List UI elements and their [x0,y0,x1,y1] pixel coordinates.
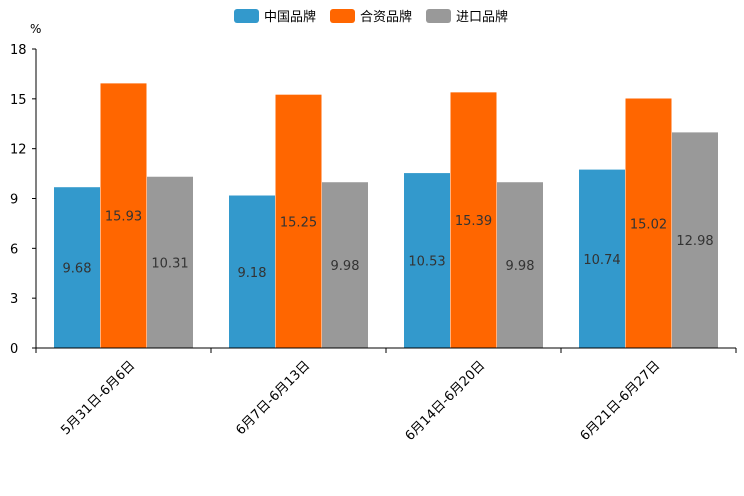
y-tick-label: 6 [10,242,18,257]
data-label: 9.98 [331,259,360,274]
y-tick-label: 9 [10,193,18,208]
legend-swatch [330,9,355,23]
bar [625,98,672,348]
x-tick-label: 6月14日-6月20日 [403,358,489,444]
bar [579,169,625,348]
x-axis: 5月31日-6月6日 6月7日-6月13日 6月14日-6月20日 6月21日-6月2… [35,347,737,444]
bar [497,182,543,348]
data-label: 9.68 [63,262,92,277]
data-label: 12.98 [676,234,713,249]
y-tick-label: 12 [10,143,27,158]
legend: 中国品牌 合资品牌 进口品牌 [234,9,508,25]
bar [450,92,497,348]
legend-swatch [234,9,259,23]
x-tick-label: 6月21日-6月27日 [578,358,664,444]
legend-label: 中国品牌 [264,9,316,25]
bar [147,176,193,348]
y-axis-unit: % [30,22,41,36]
data-label: 15.93 [105,210,142,225]
y-tick-label: 0 [10,342,18,357]
bar [404,173,450,348]
bar [229,195,275,348]
y-tick-label: 18 [10,43,27,58]
x-tick-label: 6月7日-6月13日 [233,358,313,438]
y-axis: 0 3 6 9 12 15 18 [10,43,37,357]
legend-label: 合资品牌 [360,9,412,25]
legend-label: 进口品牌 [456,9,508,25]
data-label: 15.02 [630,217,667,232]
bar [322,182,368,348]
bar [100,83,147,348]
data-label: 9.98 [506,259,535,274]
y-tick-label: 15 [10,93,27,108]
data-label: 10.53 [408,255,445,270]
legend-swatch [426,9,451,23]
bars: 9.68 15.93 10.31 9.18 15.25 9.98 10.53 15.39 9.9… [54,83,718,348]
data-label: 10.74 [583,253,620,268]
y-tick-label: 3 [10,292,18,307]
x-tick-label: 5月31日-6月6日 [58,358,138,438]
data-label: 15.39 [455,214,492,229]
data-label: 10.31 [151,256,188,271]
data-label: 15.25 [280,215,317,230]
bar [54,187,100,348]
bar [275,94,322,348]
data-label: 9.18 [238,266,267,281]
bar [672,132,718,348]
